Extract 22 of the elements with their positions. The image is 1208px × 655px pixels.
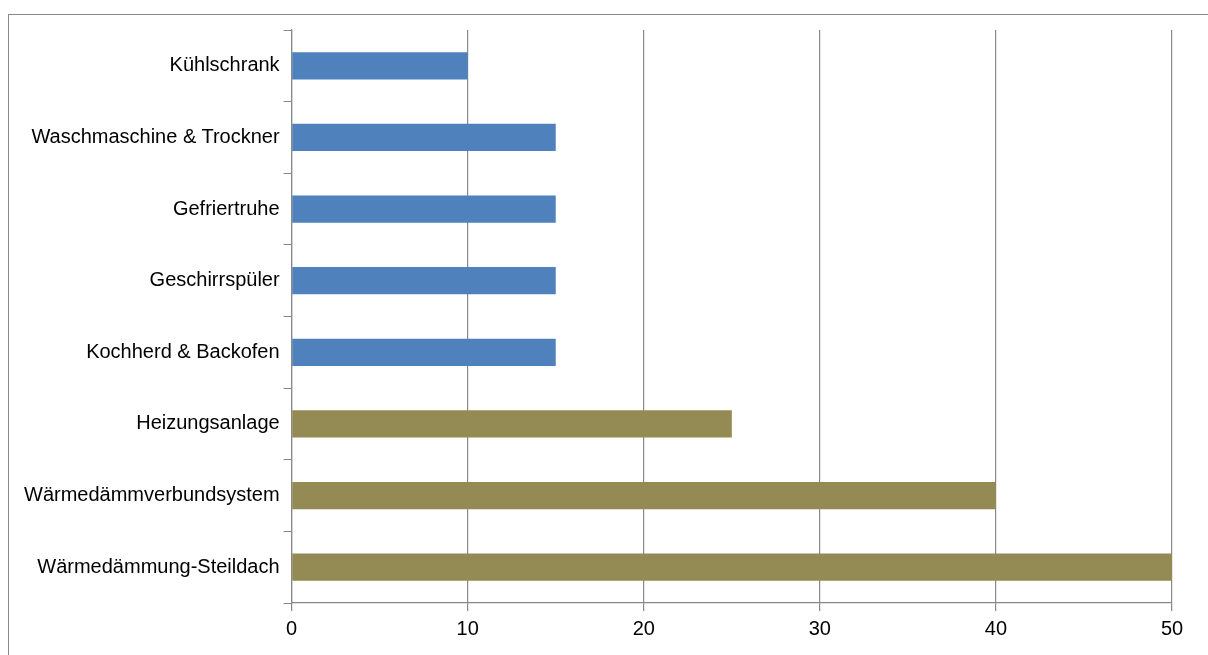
y-tick-label: Kochherd & Backofen bbox=[86, 339, 280, 362]
bar bbox=[292, 195, 556, 223]
x-tick-label: 20 bbox=[632, 616, 655, 639]
bar bbox=[292, 481, 996, 510]
x-tick-label: 40 bbox=[984, 616, 1008, 639]
bar bbox=[292, 553, 1172, 581]
bar bbox=[292, 338, 556, 366]
y-tick-label: Gefriertruhe bbox=[172, 196, 280, 219]
x-tick-label: 30 bbox=[808, 616, 831, 639]
x-tick-label: 10 bbox=[456, 616, 479, 639]
y-tick-label: Waschmaschine & Trockner bbox=[31, 124, 280, 147]
x-tick-label: 0 bbox=[286, 616, 298, 639]
x-tick-label: 50 bbox=[1160, 616, 1184, 639]
bar bbox=[292, 52, 468, 80]
y-tick-label: Geschirrspüler bbox=[149, 268, 280, 291]
bar bbox=[292, 123, 556, 152]
bar bbox=[292, 267, 556, 295]
y-tick-label: Wärmedämmverbundsystem bbox=[24, 483, 280, 506]
bar bbox=[292, 410, 732, 438]
y-tick-label: Heizungsanlage bbox=[136, 411, 280, 434]
y-tick-label: Wärmedämmung-Steildach bbox=[37, 554, 280, 577]
y-tick-label: Kühlschrank bbox=[169, 53, 281, 76]
